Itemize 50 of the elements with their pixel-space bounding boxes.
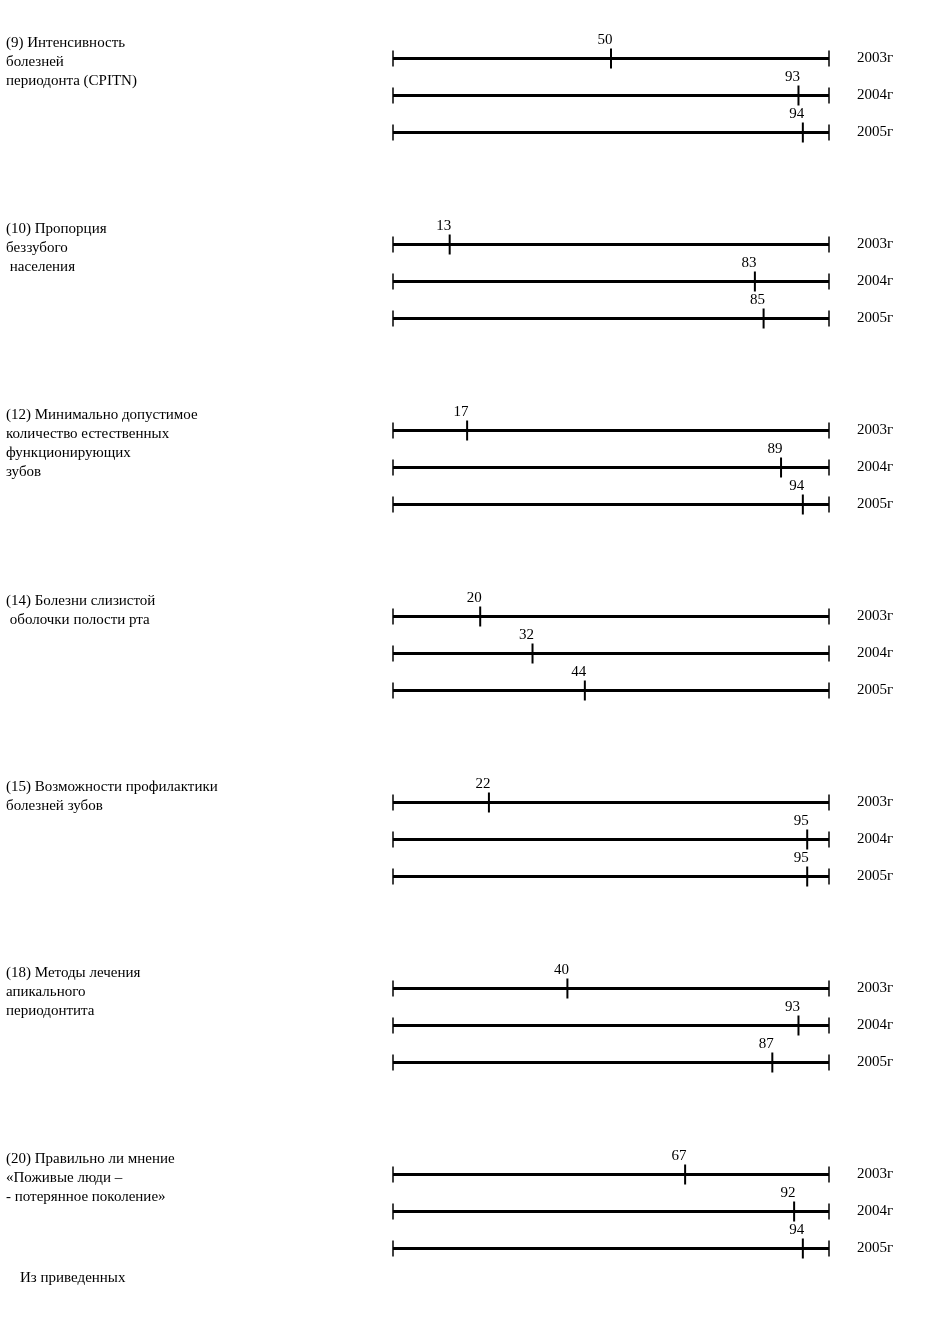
category-label: 2003г bbox=[857, 793, 894, 810]
data-label: 94 bbox=[789, 476, 805, 493]
data-label: 92 bbox=[780, 1183, 796, 1200]
data-label: 94 bbox=[789, 1220, 805, 1237]
category-label: 2003г bbox=[857, 235, 894, 252]
category-label: 2004г bbox=[857, 1016, 894, 1033]
data-label: 87 bbox=[758, 1034, 775, 1051]
category-label: 2005г bbox=[857, 867, 894, 884]
data-label: 67 bbox=[671, 1146, 688, 1163]
text: (15) Возможности профилактики болезней зубов bbox=[6, 777, 219, 815]
category-label: 2003г bbox=[857, 979, 894, 996]
category-label: 2004г bbox=[857, 644, 894, 661]
data-label: 50 bbox=[597, 30, 613, 47]
category-label: 2003г bbox=[857, 421, 894, 438]
data-label: 95 bbox=[793, 848, 809, 865]
text: (20) Правильно ли мнение «Поживые люди – - потерянное поколение» bbox=[6, 1149, 176, 1206]
data-label: 94 bbox=[789, 104, 805, 121]
category-label: 2005г bbox=[857, 495, 894, 512]
category-label: 2005г bbox=[857, 123, 894, 140]
text: (12) Минимально допустимое количество естественных функционирующих зубов bbox=[6, 405, 199, 481]
category-label: 2004г bbox=[857, 272, 894, 289]
category-label: 2004г bbox=[857, 830, 894, 847]
text: (14) Болезни слизистой оболочки полости рта bbox=[6, 591, 157, 629]
category-label: 2003г bbox=[857, 1165, 894, 1182]
data-label: 20 bbox=[466, 588, 482, 605]
data-label: 22 bbox=[475, 774, 491, 791]
text: (10) Пропорция беззубого населения bbox=[6, 219, 108, 276]
text: (9) Интенсивность болезней периодонта (CPITN) bbox=[6, 33, 138, 90]
data-label: 85 bbox=[750, 290, 766, 307]
category-label: 2005г bbox=[857, 681, 894, 698]
data-label: 95 bbox=[793, 811, 809, 828]
data-label: 93 bbox=[784, 67, 800, 84]
data-label: 89 bbox=[767, 439, 783, 456]
data-label: 17 bbox=[453, 402, 470, 419]
category-label: 2004г bbox=[857, 86, 894, 103]
text: (18) Методы лечения апикального периодонтита bbox=[6, 963, 142, 1020]
data-label: 44 bbox=[571, 662, 587, 679]
text: Из приведенных bbox=[20, 1269, 126, 1286]
category-label: 2005г bbox=[857, 309, 894, 326]
data-label: 83 bbox=[741, 253, 757, 270]
data-label: 40 bbox=[553, 960, 569, 977]
category-label: 2005г bbox=[857, 1239, 894, 1256]
category-label: 2004г bbox=[857, 1202, 894, 1219]
category-label: 2004г bbox=[857, 458, 894, 475]
category-label: 2003г bbox=[857, 49, 894, 66]
data-label: 13 bbox=[436, 216, 452, 233]
category-label: 2005г bbox=[857, 1053, 894, 1070]
data-label: 32 bbox=[519, 625, 535, 642]
data-label: 93 bbox=[784, 997, 800, 1014]
category-label: 2003г bbox=[857, 607, 894, 624]
